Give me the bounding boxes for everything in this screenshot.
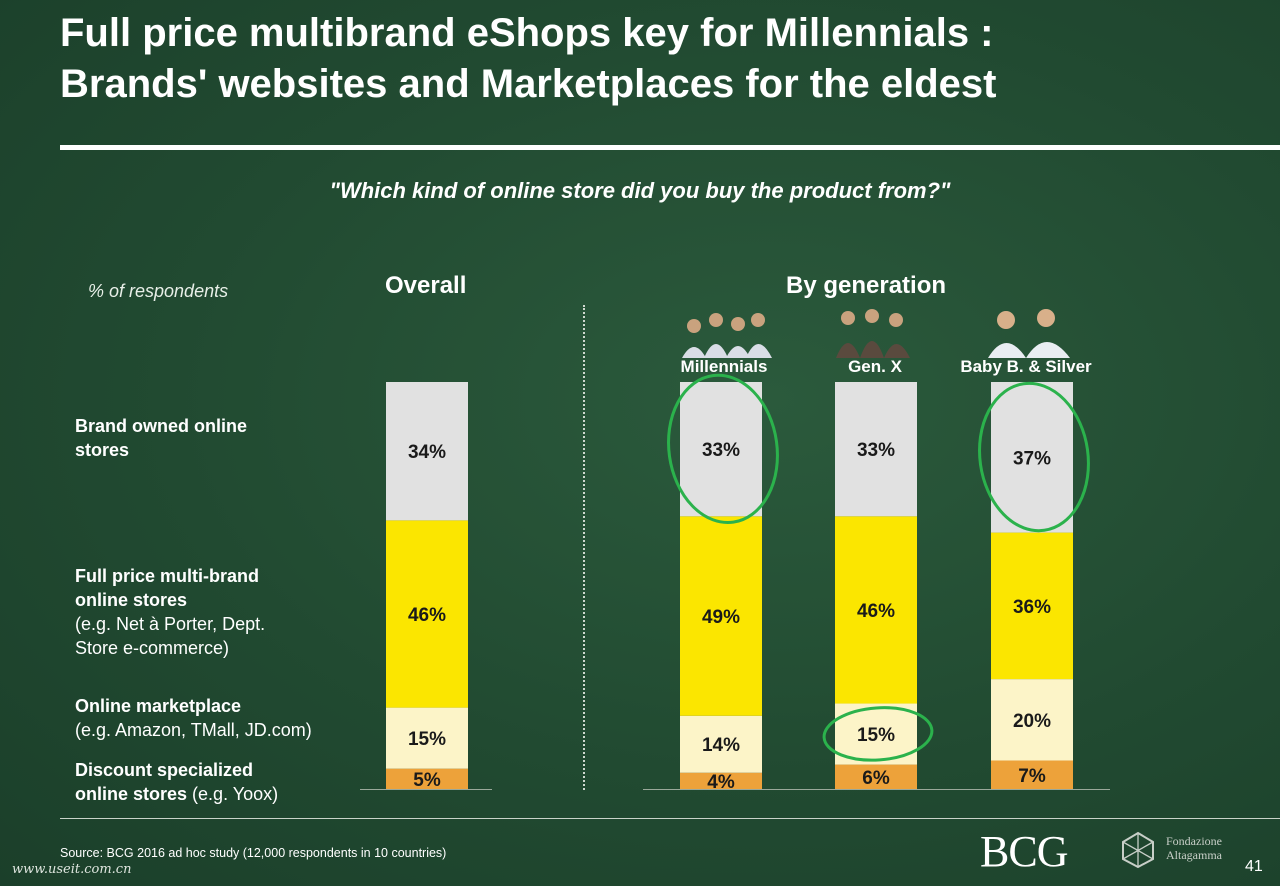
row-label-brand-text: Brand owned online stores [75, 416, 248, 460]
generation-baseline [643, 789, 1110, 790]
value-label-millennials-marketplace: 14% [702, 735, 740, 756]
bar-millennials-marketplace [680, 715, 762, 773]
watermark: www.useit.com.cn [12, 862, 132, 877]
highlight-circle-genx-marketplace [822, 706, 934, 762]
category-label-millennials: Millennials [680, 357, 768, 376]
highlight-circle-millennials-brand [667, 373, 779, 525]
row-label-brand: Brand owned online stores [75, 414, 275, 462]
value-label-millennials-discount: 4% [707, 772, 735, 793]
value-label-genx-discount: 6% [862, 768, 890, 789]
row-label-discount-text: Discount specialized online stores [75, 760, 254, 804]
fondazione-logo-icon [1122, 831, 1154, 869]
bar-overall-brand [386, 382, 468, 521]
row-label-discount-note: (e.g. Yoox) [192, 784, 279, 804]
row-label-marketplace-text: Online marketplace [75, 696, 242, 716]
generation-header: By generation [786, 272, 947, 299]
title-line-1: Full price multibrand eShops key for Mil… [60, 11, 994, 55]
value-label-overall-brand: 34% [408, 442, 446, 463]
value-label-genx-marketplace: 15% [857, 725, 895, 746]
row-label-fullprice-note: (e.g. Net à Porter, Dept. Store e-commer… [75, 614, 266, 658]
bar-overall-marketplace [386, 707, 468, 769]
bar-millennials-brand [680, 382, 762, 517]
unit-label: % of respondents [88, 281, 229, 301]
title-line-2: Brands' websites and Marketplaces for th… [60, 62, 997, 106]
babyboomers-people-icon [988, 309, 1070, 358]
bar-babyboomers-fullprice [991, 532, 1073, 680]
value-label-overall-fullprice: 46% [408, 605, 446, 626]
bar-millennials-discount [680, 772, 762, 789]
row-label-discount: Discount specialized online stores (e.g.… [75, 758, 305, 806]
row-label-fullprice: Full price multi-brand online stores (e.… [75, 564, 305, 660]
overall-header: Overall [385, 272, 467, 299]
bcg-logo: BCG [980, 827, 1068, 876]
bar-babyboomers-marketplace [991, 679, 1073, 761]
source-note: Source: BCG 2016 ad hoc study (12,000 re… [60, 846, 447, 860]
highlight-circle-babyboomers-brand [978, 381, 1090, 533]
fondazione-logo-line2: Altagamma [1166, 848, 1222, 862]
bar-babyboomers-discount [991, 760, 1073, 789]
survey-question: "Which kind of online store did you buy … [329, 178, 951, 203]
value-label-genx-brand: 33% [857, 440, 895, 461]
page-title: Full price multibrand eShops key for Mil… [60, 8, 1240, 110]
row-label-marketplace-note: (e.g. Amazon, TMall, JD.com) [75, 720, 312, 740]
value-label-overall-discount: 5% [413, 770, 441, 791]
value-label-genx-fullprice: 46% [857, 601, 895, 622]
bar-millennials-fullprice [680, 516, 762, 716]
value-label-babyboomers-discount: 7% [1018, 766, 1046, 787]
value-label-babyboomers-brand: 37% [1013, 448, 1051, 469]
fondazione-logo-line1: Fondazione [1166, 834, 1222, 848]
category-label-genx: Gen. X [848, 357, 902, 376]
row-label-fullprice-text: Full price multi-brand online stores [75, 566, 260, 610]
footer-rule [60, 818, 1280, 819]
value-label-millennials-brand: 33% [702, 440, 740, 461]
value-label-overall-marketplace: 15% [408, 729, 446, 750]
title-rule [60, 145, 1280, 150]
value-label-babyboomers-marketplace: 20% [1013, 711, 1051, 732]
fondazione-logo: Fondazione Altagamma [1166, 834, 1222, 862]
bar-genx-brand [835, 382, 917, 517]
millennials-people-icon [682, 313, 772, 358]
value-label-babyboomers-fullprice: 36% [1013, 597, 1051, 618]
bar-genx-fullprice [835, 516, 917, 704]
value-label-millennials-fullprice: 49% [702, 607, 740, 628]
bar-overall-fullprice [386, 520, 468, 708]
genx-people-icon [836, 309, 910, 358]
row-label-marketplace: Online marketplace (e.g. Amazon, TMall, … [75, 694, 375, 742]
page-number: 41 [1245, 858, 1263, 875]
bar-babyboomers-brand [991, 382, 1073, 533]
bar-overall-discount [386, 768, 468, 789]
category-label-babyboomers: Baby B. & Silver [960, 357, 1092, 376]
bar-genx-discount [835, 764, 917, 789]
overall-baseline [360, 789, 492, 790]
section-divider [583, 305, 585, 790]
